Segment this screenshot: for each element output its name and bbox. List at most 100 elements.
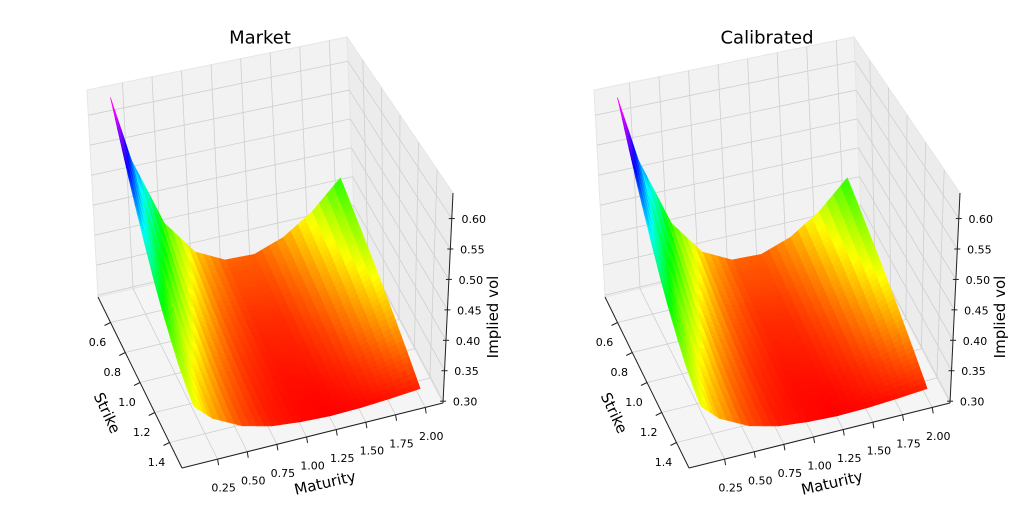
gridline-vol — [349, 118, 450, 280]
maturity-tick — [902, 414, 905, 421]
gridline-vol — [352, 176, 447, 341]
gridline-maturity — [299, 46, 309, 248]
maturity-tick-label: 0.50 — [241, 474, 266, 487]
maturity-tick-label: 0.25 — [211, 482, 236, 495]
gridline-strike — [398, 114, 401, 320]
maturity-tick-label: 1.25 — [837, 452, 862, 465]
gridline-vol — [94, 176, 353, 236]
strike-tick-label: 1.0 — [625, 396, 643, 409]
gridline-maturity — [717, 64, 729, 268]
chart-title: Calibrated — [720, 28, 813, 49]
strike-tick — [626, 352, 633, 356]
gridline-maturity — [747, 58, 758, 261]
gridline-vol — [601, 176, 860, 236]
maturity-axis-line — [688, 402, 951, 469]
vol-tick-label: 0.50 — [966, 274, 991, 287]
maturity-tick-label: 0.50 — [748, 474, 773, 487]
maturity-tick-label: 1.00 — [300, 459, 325, 472]
strike-tick-label: 0.6 — [596, 336, 614, 349]
gridline-vol — [595, 60, 856, 116]
vol-axis-label: Implied vol — [991, 276, 1009, 359]
strike-tick — [119, 352, 126, 356]
vol-axis-line — [949, 192, 961, 404]
maturity-tick — [753, 451, 756, 458]
maturity-tick — [306, 436, 309, 444]
vol-tick-label: 0.30 — [960, 396, 985, 409]
maturity-tick-label: 1.25 — [330, 452, 355, 465]
vol-tick-label: 0.35 — [454, 365, 479, 378]
maturity-tick — [813, 436, 816, 444]
maturity-tick — [424, 407, 427, 414]
strike-tick — [148, 412, 155, 416]
gridline-strike — [869, 60, 876, 261]
maturity-tick — [931, 407, 934, 414]
maturity-tick-label: 2.00 — [926, 430, 951, 443]
maturity-tick — [842, 429, 845, 436]
vol-tick-label: 0.35 — [961, 365, 986, 378]
maturity-tick-label: 0.75 — [778, 467, 803, 480]
maturity-tick-label: 1.75 — [896, 437, 921, 450]
maturity-axis-line — [181, 402, 444, 469]
gridline-vol — [348, 89, 451, 250]
gridline-vol — [89, 89, 350, 146]
gridline-vol — [860, 205, 952, 371]
gridline-strike — [362, 60, 369, 261]
gridline-strike — [429, 169, 438, 379]
strike-tick — [133, 382, 141, 386]
strike-tick — [104, 322, 111, 326]
gridline-vol — [855, 89, 958, 250]
gridline-maturity — [210, 64, 222, 268]
surface — [617, 97, 928, 427]
gridline-vol — [858, 147, 955, 311]
maturity-tick-label: 2.00 — [419, 430, 444, 443]
strike-tick — [640, 382, 648, 386]
maturity-tick-label: 1.00 — [807, 459, 832, 472]
gridline-vol — [351, 147, 448, 311]
strike-tick — [163, 442, 170, 446]
strike-tick-label: 1.4 — [148, 456, 166, 469]
vol-tick-label: 0.60 — [969, 213, 994, 226]
maturity-tick — [276, 444, 279, 451]
vol-tick-label: 0.45 — [457, 304, 482, 317]
vol-tick-label: 0.55 — [967, 244, 992, 257]
vol-tick-label: 0.30 — [453, 396, 478, 409]
gridline-strike — [381, 87, 384, 291]
surface — [110, 97, 421, 427]
gridline-maturity — [181, 70, 192, 275]
gridline-strike — [921, 142, 926, 349]
gridline-vol — [596, 89, 857, 146]
maturity-tick-label: 1.50 — [360, 445, 385, 458]
market-surface-chart: 0.6 0.8 1.0 1.2 1.4 0.25 0.50 0.75 1.00 1.25 1.50 1… — [86, 28, 502, 499]
gridline-vol — [856, 118, 957, 280]
strike-tick — [670, 442, 677, 446]
strike-tick-label: 0.8 — [611, 366, 629, 379]
gridline-maturity — [240, 58, 251, 261]
vol-tick-label: 0.40 — [963, 335, 988, 348]
maturity-tick-label: 0.25 — [718, 482, 743, 495]
strike-tick — [655, 412, 662, 416]
vol-tick-label: 0.50 — [459, 274, 484, 287]
vol-tick-label: 0.55 — [460, 244, 485, 257]
gridline-strike — [414, 142, 419, 349]
maturity-tick — [246, 451, 249, 458]
strike-tick-label: 1.2 — [640, 426, 658, 439]
vol-tick-label: 0.40 — [456, 335, 481, 348]
gridline-maturity — [688, 70, 699, 275]
gridline-maturity — [776, 52, 787, 255]
vol-axis-line — [442, 192, 454, 404]
maturity-tick — [872, 422, 875, 429]
gridline-maturity — [629, 82, 641, 289]
vol-tick-label: 0.45 — [964, 304, 989, 317]
maturity-tick-label: 1.75 — [389, 437, 414, 450]
vol-axis-label: Implied vol — [484, 276, 502, 359]
maturity-tick-label: 0.75 — [271, 467, 296, 480]
gridline-maturity — [269, 52, 280, 255]
gridline-vol — [88, 60, 349, 116]
gridline-strike — [888, 87, 891, 291]
gridline-strike — [936, 169, 945, 379]
maturity-tick — [783, 444, 786, 451]
calibrated-surface-chart: 0.6 0.8 1.0 1.2 1.4 0.25 0.50 0.75 1.00 1.25 1.50 1… — [593, 28, 1009, 499]
maturity-tick — [365, 422, 368, 429]
maturity-tick — [217, 459, 220, 466]
